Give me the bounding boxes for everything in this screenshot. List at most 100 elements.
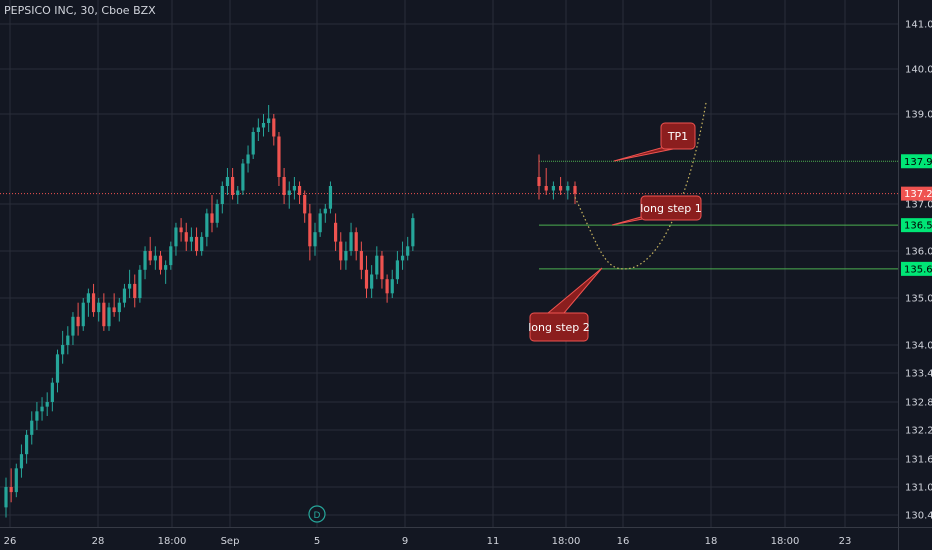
candle-body	[164, 265, 168, 270]
callouts: TP1 long step 1 long step 2	[528, 122, 702, 342]
candle-body	[559, 186, 563, 191]
candle-body	[313, 232, 317, 247]
candle-body	[292, 186, 296, 191]
candle-body	[45, 402, 49, 407]
candle-body	[14, 468, 18, 493]
candle-body	[318, 213, 322, 233]
tag-step2-level: 135.62	[901, 261, 932, 276]
candle-body	[380, 255, 384, 280]
candle-body	[215, 204, 219, 223]
candle-body	[395, 260, 399, 280]
time-tick-label: 18:00	[771, 536, 800, 547]
time-tick-label: 18:00	[158, 536, 187, 547]
candle-body	[303, 195, 307, 214]
price-tick-label: 131.60	[905, 455, 932, 466]
candle-body	[61, 345, 65, 355]
candle-body	[205, 213, 209, 237]
price-tick-label: 131.00	[905, 483, 932, 494]
candle-body	[148, 251, 152, 261]
callout-box	[529, 312, 589, 342]
candle-body	[30, 420, 34, 435]
candle-body	[251, 132, 255, 155]
candle-body	[385, 279, 389, 294]
time-tick-label: 18	[705, 536, 718, 547]
candle-body	[40, 406, 44, 412]
candle-body	[400, 255, 405, 261]
candle-body	[411, 218, 415, 247]
candle-body	[277, 136, 281, 177]
event-markers[interactable]: D	[308, 505, 326, 523]
callout-long-step-1: long step 1	[611, 195, 702, 226]
candle-body	[272, 118, 276, 137]
candle-body	[200, 236, 204, 251]
candle-body	[344, 251, 348, 261]
candle-body	[158, 255, 163, 270]
time-tick-label: 28	[92, 536, 105, 547]
price-tick-label: 135.00	[905, 294, 932, 305]
candle-body	[256, 127, 260, 132]
candle-body	[297, 186, 302, 195]
price-tick-label: 132.20	[905, 426, 932, 437]
price-tick-label: 140.00	[905, 65, 932, 76]
price-tick-label: 132.80	[905, 398, 932, 409]
callout-label: TP1	[667, 130, 688, 143]
candle-body	[184, 232, 188, 242]
candle-body	[133, 283, 137, 298]
candle-body	[267, 118, 271, 123]
price-tags: 137.95 137.23 136.55 135.62	[901, 154, 932, 276]
candle-body	[174, 227, 178, 247]
candle-body	[86, 293, 90, 303]
candle-body	[210, 213, 214, 223]
candle-body	[225, 177, 230, 186]
candle-body	[236, 190, 240, 195]
tag-step1-level: 136.55	[901, 218, 932, 233]
candle-body	[354, 232, 358, 251]
callout-label: long step 1	[640, 202, 702, 215]
candle-body	[390, 279, 394, 294]
callout-long-step-2: long step 2	[528, 267, 603, 342]
candle-body	[25, 434, 29, 455]
time-tick-label: 5	[314, 536, 320, 547]
candle-body	[107, 307, 111, 327]
candle-body	[153, 255, 157, 261]
time-axis[interactable]: 26 28 18:00 Sep 5 9 11 18:00 16 18 18:00 23	[0, 527, 932, 548]
candle-body	[112, 307, 116, 313]
price-tick-label: 134.00	[905, 341, 932, 352]
candle-body	[194, 236, 199, 251]
candle-body	[339, 241, 343, 261]
callout-box	[660, 122, 696, 150]
price-levels	[0, 160, 898, 270]
candle-body	[138, 269, 142, 298]
candle-body	[76, 316, 80, 327]
dividend-marker-label: D	[314, 511, 321, 521]
time-tick-label: 11	[487, 536, 500, 547]
callout-box	[640, 195, 702, 221]
candle-body	[19, 454, 24, 469]
time-tick-label: Sep	[221, 536, 240, 547]
price-tag-label: 136.55	[904, 221, 932, 232]
candle-body	[551, 186, 555, 191]
dividend-marker[interactable]: D	[308, 505, 326, 523]
time-tick-label: 16	[617, 536, 630, 547]
candle-body	[143, 251, 147, 270]
candle-body	[117, 302, 121, 313]
candle-body	[261, 123, 266, 128]
candle-body	[231, 177, 235, 195]
candle-body	[66, 335, 70, 345]
candle-body	[220, 186, 224, 204]
candle-body	[122, 288, 127, 303]
price-tag-label: 135.62	[904, 264, 932, 275]
candle-body	[91, 293, 96, 313]
candle-body	[359, 251, 363, 270]
price-axis[interactable]: 141.00 140.00 139.00 137.00 136.00 135.00 134.…	[898, 0, 932, 550]
callout-label: long step 2	[528, 321, 590, 334]
candle-body	[81, 302, 85, 327]
candle-body	[566, 186, 570, 191]
candle-body	[4, 487, 8, 508]
candle-body	[282, 177, 286, 195]
candle-body	[71, 316, 75, 336]
candle-body	[189, 236, 193, 242]
price-tag-box	[901, 186, 932, 201]
